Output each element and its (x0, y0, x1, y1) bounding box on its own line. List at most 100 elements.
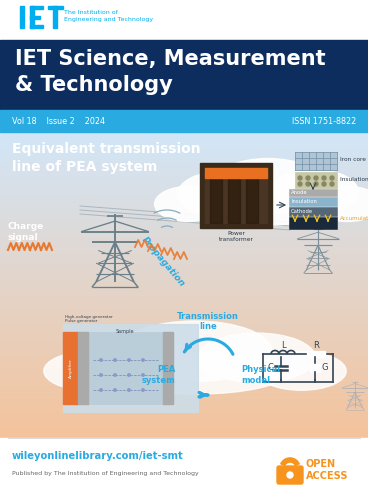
Bar (0, 180, 368, 182)
Bar (30, 16, 40, 19)
Bar (0, 210, 368, 211)
Circle shape (330, 182, 334, 186)
Bar (0, 428, 368, 430)
Bar (0, 192, 368, 193)
Bar (0, 418, 368, 419)
Bar (0, 198, 368, 200)
Text: Transmission
line: Transmission line (177, 312, 239, 331)
Text: OPEN: OPEN (306, 459, 336, 469)
Bar (0, 154, 368, 156)
Bar (0, 368, 368, 370)
Bar (0, 364, 368, 365)
Bar (0, 420, 368, 422)
Bar (0, 300, 368, 302)
Circle shape (322, 182, 326, 186)
Bar (0, 290, 368, 292)
Circle shape (128, 358, 130, 362)
Bar (0, 376, 368, 377)
Bar (0, 410, 368, 411)
Bar (0, 160, 368, 161)
Bar (0, 110, 368, 132)
Bar (0, 394, 368, 396)
Bar (0, 228, 368, 229)
Bar (0, 294, 368, 295)
Bar (0, 356, 368, 357)
Text: Propagation: Propagation (139, 236, 187, 288)
Bar (0, 298, 368, 300)
Ellipse shape (256, 352, 346, 390)
Bar (0, 432, 368, 434)
Bar (0, 252, 368, 254)
Bar (0, 378, 368, 380)
Bar (0, 40, 368, 110)
Text: Published by The Institution of Engineering and Technology: Published by The Institution of Engineer… (12, 472, 199, 476)
Bar (0, 176, 368, 177)
Bar (0, 410, 368, 412)
Bar (0, 238, 368, 239)
Bar (0, 266, 368, 268)
Bar (0, 138, 368, 139)
Bar (0, 402, 368, 404)
Bar (0, 216, 368, 218)
Ellipse shape (200, 187, 336, 225)
Bar (0, 222, 368, 223)
Circle shape (100, 388, 102, 392)
Bar (0, 194, 368, 195)
Bar (0, 178, 368, 180)
Bar (0, 168, 368, 170)
Bar (0, 246, 368, 247)
Bar (0, 204, 368, 205)
Bar (0, 328, 368, 329)
Bar (0, 280, 368, 282)
Bar (0, 248, 368, 250)
Bar (0, 392, 368, 393)
Bar (0, 358, 368, 360)
Bar (0, 320, 368, 322)
Bar (246, 173, 258, 223)
Bar (0, 302, 368, 304)
Bar (0, 428, 368, 429)
Bar (0, 370, 368, 372)
Bar (0, 414, 368, 416)
Circle shape (128, 374, 130, 376)
Text: Accumulation: Accumulation (340, 216, 368, 220)
Bar (0, 184, 368, 185)
Bar (0, 212, 368, 214)
Bar (0, 292, 368, 294)
Bar (0, 398, 368, 400)
Bar (0, 310, 368, 311)
Bar (0, 404, 368, 406)
Bar (0, 354, 368, 355)
Bar (0, 270, 368, 271)
Bar (0, 352, 368, 354)
Bar (0, 132, 368, 134)
Bar (0, 340, 368, 342)
Text: Power
transformer: Power transformer (219, 231, 254, 242)
Bar (0, 342, 368, 344)
Bar (0, 274, 368, 275)
Text: ISSN 1751-8822: ISSN 1751-8822 (292, 116, 356, 126)
Bar (0, 340, 368, 341)
Bar (0, 396, 368, 397)
Bar (0, 134, 368, 135)
Bar (0, 144, 368, 146)
Bar (0, 264, 368, 266)
Bar (0, 300, 368, 301)
Bar (0, 396, 368, 398)
Circle shape (142, 388, 144, 392)
Circle shape (142, 374, 144, 376)
Bar (0, 420, 368, 421)
Bar (0, 190, 368, 191)
Bar (210, 173, 222, 223)
Ellipse shape (270, 170, 358, 214)
Ellipse shape (75, 335, 192, 385)
Bar (0, 148, 368, 149)
Bar (0, 186, 368, 188)
Bar (0, 256, 368, 257)
Bar (0, 210, 368, 212)
Bar (0, 248, 368, 249)
Bar (0, 196, 368, 197)
Bar (0, 166, 368, 168)
Bar (0, 316, 368, 318)
Bar (0, 342, 368, 343)
